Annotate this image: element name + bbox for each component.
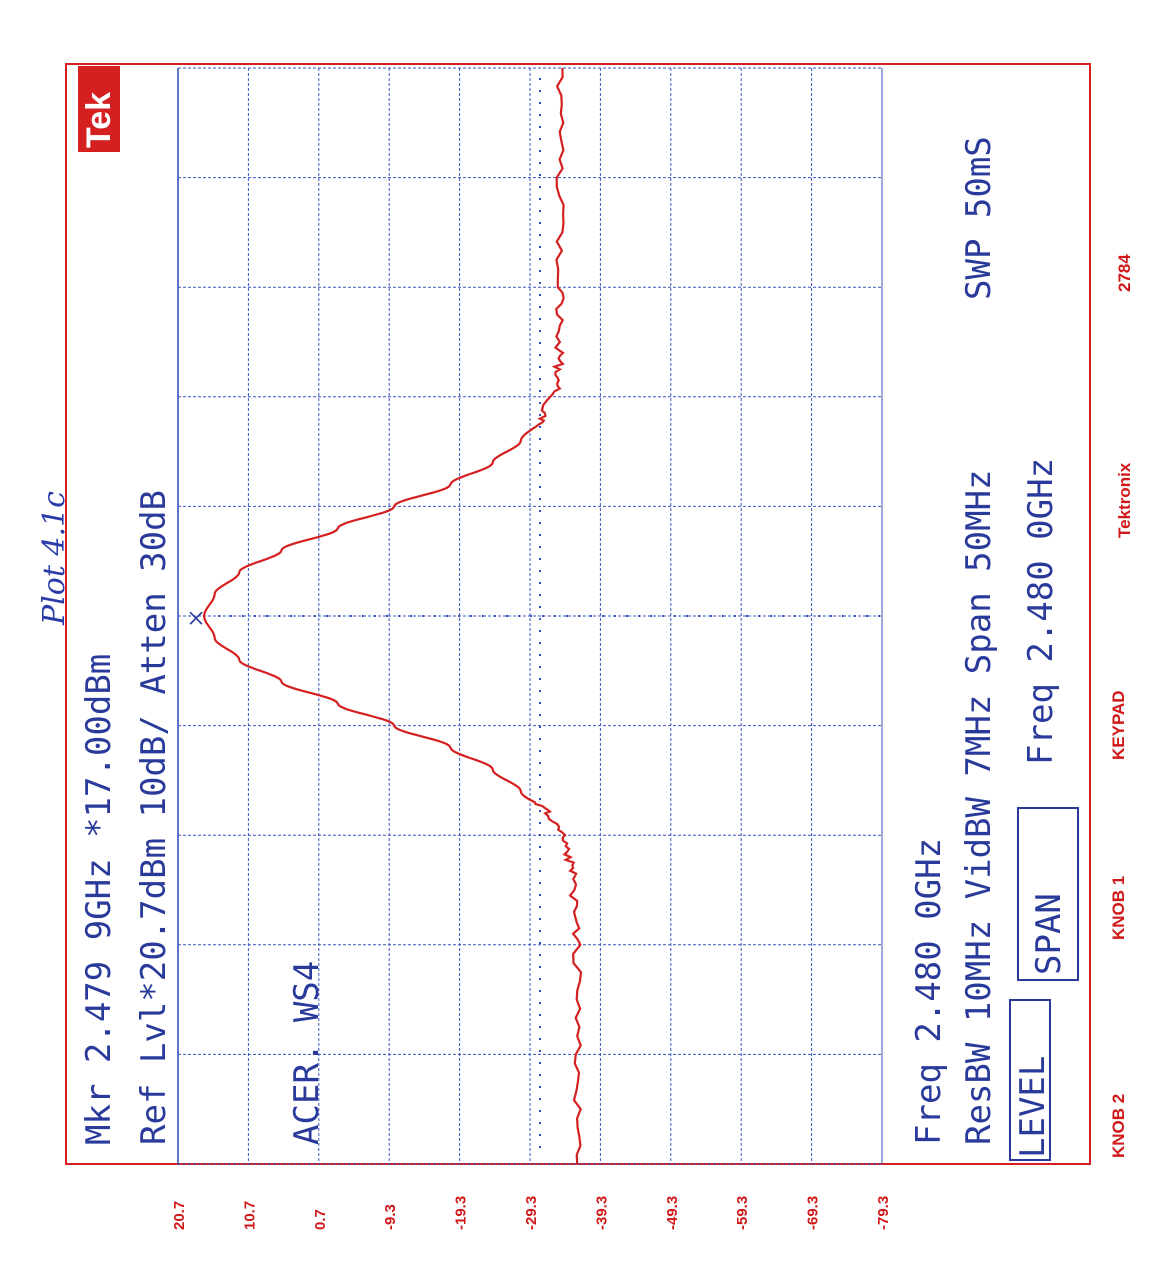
readout-mkr: Mkr 2.479 9GHz *17.00dBm (79, 654, 119, 1145)
level-tick-label: 0.7 (312, 1209, 329, 1230)
tek-logo-text: Tek (80, 92, 118, 148)
level-tick-label: -59.3 (734, 1196, 751, 1230)
level-axis-ticks: 20.7 10.7 0.7 -9.3 -19.3 -29.3 -39.3 -49.3 -59.3… (171, 1196, 892, 1230)
level-tick-label: -79.3 (875, 1196, 892, 1230)
tek-logo: Tek (78, 66, 120, 152)
brand-label: Tektronix (1115, 462, 1134, 538)
readout-sweep: SWP 50mS (959, 136, 999, 300)
level-tick-label: -9.3 (382, 1204, 399, 1230)
serial-label: 2784 (1115, 254, 1134, 292)
knob1-label: KNOB 1 (1109, 876, 1128, 940)
spectrum-trace (202, 67, 583, 1165)
level-tick-label: -39.3 (593, 1196, 610, 1230)
readout-bandwidth: ResBW 10MHz VidBW 7MHz Span 50MHz (959, 469, 999, 1145)
trace-label: ACER. WS4 (287, 961, 327, 1145)
level-tick-label: -29.3 (523, 1196, 540, 1230)
softkey-level-label: LEVEL (1013, 1056, 1053, 1158)
handwritten-title: Plot 4.1c (37, 491, 72, 626)
readout-center-freq: Freq 2.480 0GHz (909, 838, 949, 1145)
softkey-level[interactable]: LEVEL (1009, 999, 1053, 1161)
readout-ref-level: Ref Lvl*20.7dBm 10dB/ Atten 30dB (134, 490, 174, 1145)
level-tick-label: -49.3 (664, 1196, 681, 1230)
readout-knob-freq: Freq 2.480 0GHz (1021, 458, 1061, 765)
knob2-label: KNOB 2 (1109, 1094, 1128, 1158)
level-tick-label: -19.3 (453, 1196, 470, 1230)
softkey-span[interactable]: SPAN (1017, 807, 1079, 981)
marker-dotted-lines (218, 78, 882, 1154)
marker-icon (189, 611, 203, 625)
keypad-label: KEYPAD (1109, 690, 1128, 760)
softkey-span-label: SPAN (1029, 893, 1069, 975)
level-tick-label: 20.7 (171, 1201, 188, 1230)
level-tick-label: -69.3 (805, 1196, 822, 1230)
level-tick-label: 10.7 (241, 1201, 258, 1230)
marker-stroke (189, 611, 203, 625)
